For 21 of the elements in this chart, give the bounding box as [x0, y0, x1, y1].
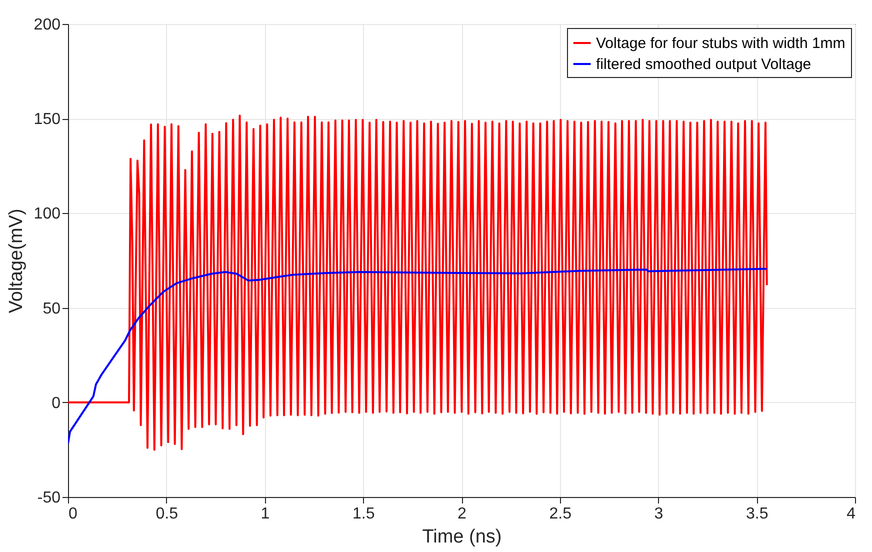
y-axis-title: Voltage(mV)	[6, 208, 27, 314]
x-tick-label: 4	[846, 506, 856, 522]
line-series	[68, 268, 768, 445]
x-tick-label: 0	[68, 506, 78, 522]
line-series	[68, 114, 768, 451]
x-tick-label: 1	[260, 506, 270, 522]
x-tick-label: 2.5	[549, 506, 572, 522]
x-axis-title: Time (ns)	[422, 526, 502, 548]
y-tick-label: 100	[34, 206, 61, 223]
y-tick-label: 150	[34, 111, 61, 128]
y-tick-label: 200	[34, 16, 61, 34]
y-tick-label: -50	[37, 490, 61, 506]
legend-label: Voltage for four stubs with width 1mm	[596, 35, 846, 52]
y-tick-label: 0	[52, 394, 61, 412]
x-tick-label: 1.5	[352, 506, 375, 522]
x-tick-label: 3.5	[746, 506, 768, 522]
x-tick-label: 3	[654, 506, 664, 522]
y-tick-label: 50	[42, 300, 61, 318]
x-tick-label: 2	[458, 506, 467, 522]
x-tick-label: 0.5	[156, 506, 178, 522]
legend-label: filtered smoothed output Voltage	[596, 56, 812, 73]
